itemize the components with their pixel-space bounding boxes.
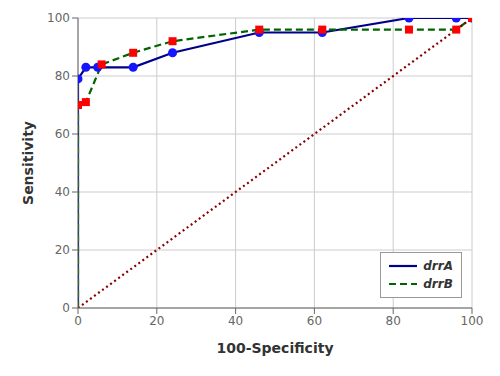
html-text:drrA: drrA [423, 259, 453, 273]
svg-text:100: 100 [461, 314, 484, 328]
svg-text:0: 0 [74, 314, 82, 328]
svg-text:80: 80 [386, 314, 401, 328]
svg-text:100: 100 [47, 11, 70, 25]
svg-text:Sensitivity: Sensitivity [20, 121, 36, 205]
svg-text:20: 20 [149, 314, 164, 328]
svg-text:20: 20 [55, 243, 70, 257]
svg-text:40: 40 [55, 185, 70, 199]
html-text:drrB: drrB [423, 277, 453, 291]
svg-text:60: 60 [55, 127, 70, 141]
svg-text:60: 60 [307, 314, 322, 328]
svg-text:100-Specificity: 100-Specificity [216, 340, 333, 356]
svg-text:0: 0 [62, 301, 70, 315]
svg-text:80: 80 [55, 69, 70, 83]
svg-text:40: 40 [228, 314, 243, 328]
